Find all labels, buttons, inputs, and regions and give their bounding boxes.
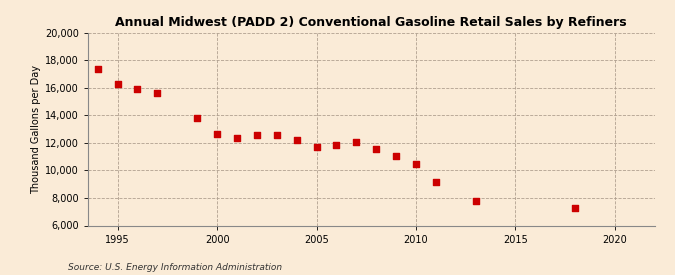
Point xyxy=(92,67,103,72)
Point xyxy=(132,86,143,91)
Point xyxy=(431,179,441,184)
Point xyxy=(410,161,421,166)
Point xyxy=(311,145,322,149)
Text: Source: U.S. Energy Information Administration: Source: U.S. Energy Information Administ… xyxy=(68,263,281,272)
Point xyxy=(470,199,481,203)
Point xyxy=(232,136,242,140)
Point xyxy=(291,138,302,142)
Point xyxy=(112,82,123,86)
Point xyxy=(252,133,263,138)
Point xyxy=(72,38,83,42)
Point xyxy=(212,132,223,136)
Point xyxy=(351,140,362,144)
Y-axis label: Thousand Gallons per Day: Thousand Gallons per Day xyxy=(30,65,40,194)
Point xyxy=(271,133,282,137)
Point xyxy=(192,116,202,120)
Point xyxy=(331,143,342,147)
Point xyxy=(152,91,163,96)
Title: Annual Midwest (PADD 2) Conventional Gasoline Retail Sales by Refiners: Annual Midwest (PADD 2) Conventional Gas… xyxy=(115,16,627,29)
Point xyxy=(570,206,580,210)
Point xyxy=(391,154,402,158)
Point xyxy=(371,147,381,151)
